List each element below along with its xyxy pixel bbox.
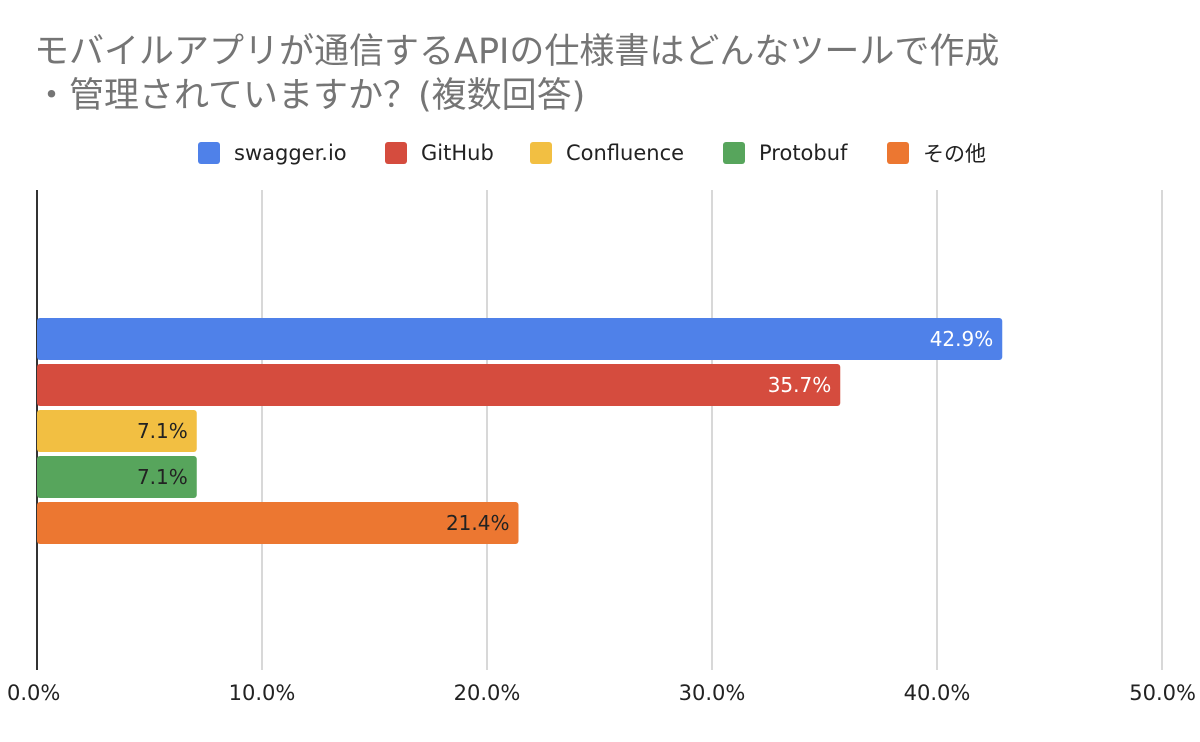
bar [37,364,841,406]
x-tick-label: 30.0% [679,681,746,705]
legend-swatch [530,142,552,164]
legend-item: Confluence [530,138,684,168]
chart-title-line-2: ・管理されていますか？(複数回答) [34,76,586,116]
legend-swatch [385,142,407,164]
bar [37,318,1003,360]
bar [37,456,197,498]
x-tick-label: 50.0% [1129,681,1196,705]
legend-swatch [723,142,745,164]
x-tick-label: 10.0% [229,681,296,705]
chart-title: モバイルアプリが通信するAPIの仕様書はどんなツールで作成 ・管理されていますか… [34,30,1174,118]
data-label: 21.4% [446,511,510,535]
chart-title-line-1: モバイルアプリが通信するAPIの仕様書はどんなツールで作成 [34,32,1000,72]
legend: swagger.io GitHub Confluence Protobuf その他 [0,138,1200,168]
data-label: 35.7% [768,373,832,397]
legend-item: GitHub [385,138,494,168]
data-label: 7.1% [137,465,188,489]
x-tick-label: 0.0% [7,681,60,705]
legend-label: swagger.io [234,141,347,165]
legend-label: Confluence [566,141,685,165]
legend-label: GitHub [421,141,494,165]
legend-item: Protobuf [723,138,847,168]
legend-swatch [887,142,909,164]
legend-item: swagger.io [198,138,347,168]
legend-swatch [198,142,220,164]
x-tick-label: 40.0% [904,681,971,705]
data-label: 42.9% [930,327,994,351]
data-label: 7.1% [137,419,188,443]
bar [37,410,197,452]
legend-label: Protobuf [759,141,848,165]
x-tick-label: 20.0% [454,681,521,705]
bar [37,502,519,544]
legend-label: その他 [923,142,986,166]
legend-item: その他 [887,138,986,168]
